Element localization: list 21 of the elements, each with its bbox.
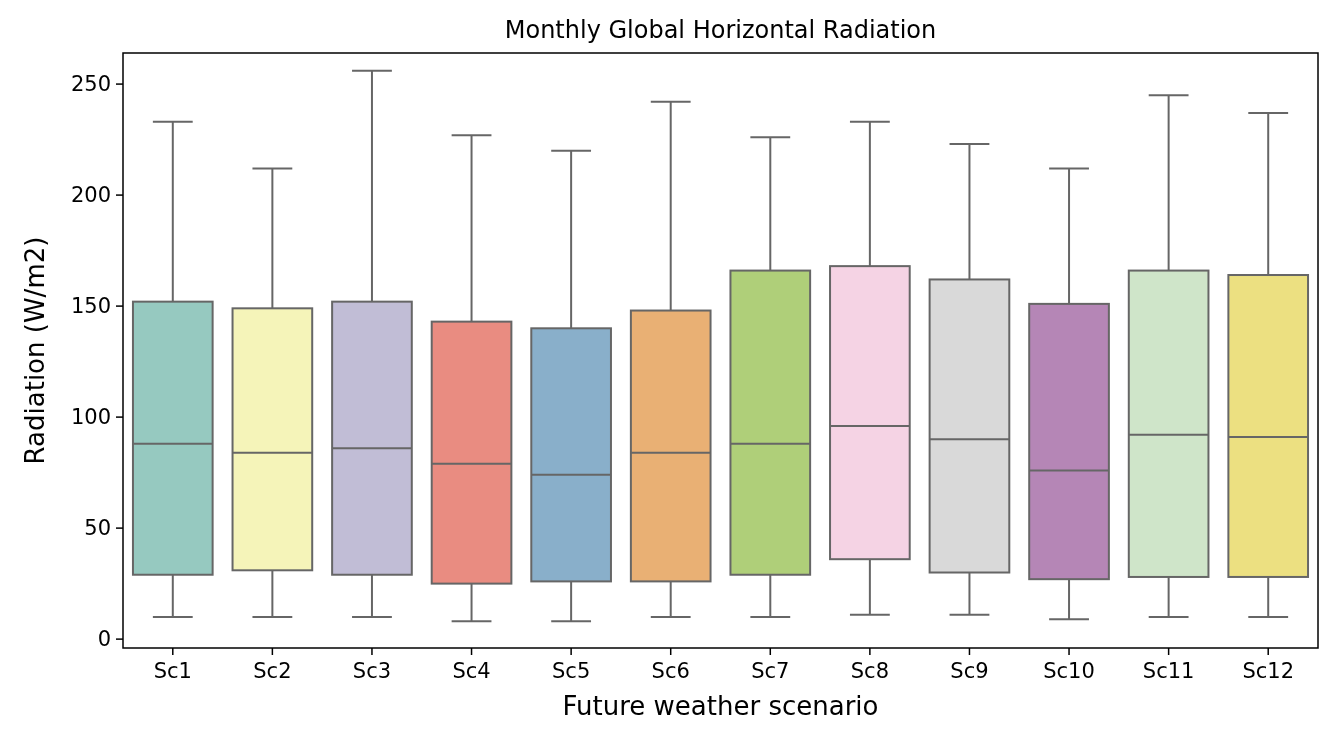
x-tick-label: Sc12 [1242, 659, 1295, 683]
x-axis-title: Future weather scenario [562, 691, 879, 721]
x-tick-label: Sc11 [1142, 659, 1195, 683]
x-tick-label: Sc8 [850, 659, 889, 683]
y-tick-label: 100 [70, 405, 111, 430]
x-tick-label: Sc10 [1043, 659, 1095, 683]
y-tick-label: 250 [70, 72, 111, 97]
x-tick-label: Sc3 [352, 659, 392, 683]
x-tick-label: Sc9 [950, 659, 989, 683]
x-tick-label: Sc6 [651, 659, 690, 683]
y-tick-label: 0 [97, 627, 111, 652]
chart-title: Monthly Global Horizontal Radiation [504, 16, 937, 44]
x-tick-label: Sc4 [452, 659, 491, 683]
y-tick-label: 50 [84, 516, 111, 541]
y-tick-label: 150 [70, 294, 111, 319]
x-tick-label: Sc1 [153, 659, 192, 683]
x-tick-label: Sc5 [552, 659, 591, 683]
x-tick-label: Sc2 [253, 659, 292, 683]
y-tick-label: 200 [70, 183, 111, 208]
y-axis-title: Radiation (W/m2) [20, 236, 50, 465]
x-tick-label: Sc7 [751, 659, 790, 683]
